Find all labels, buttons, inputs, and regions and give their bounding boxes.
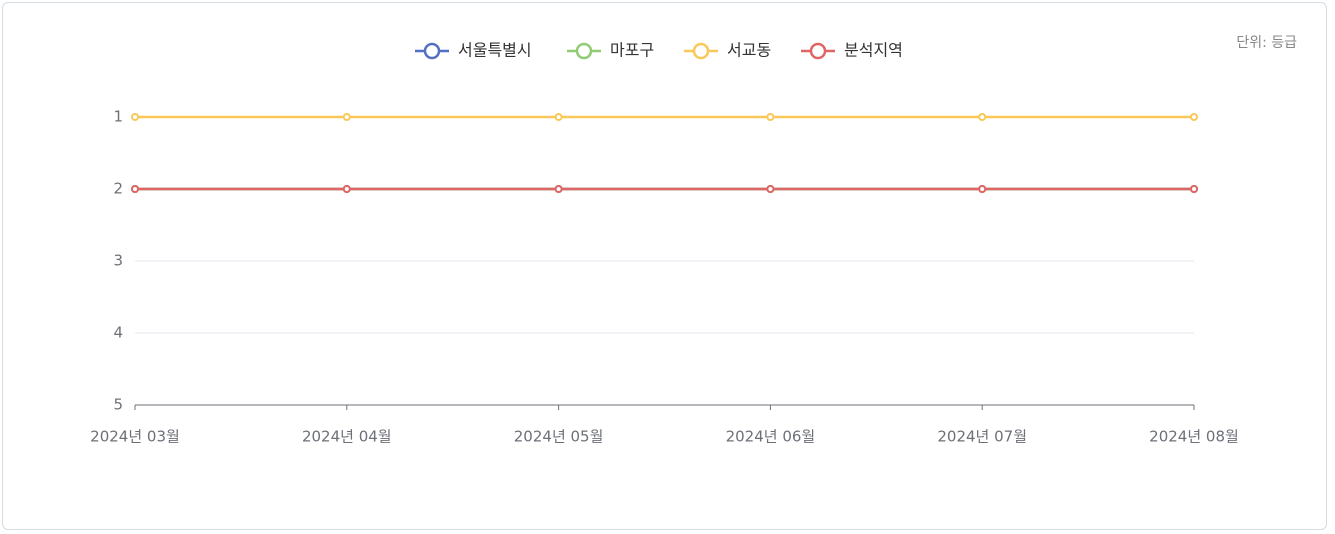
data-point bbox=[131, 185, 139, 193]
legend-marker bbox=[423, 42, 441, 60]
x-tick-label: 2024년 04월 bbox=[302, 428, 392, 446]
data-point bbox=[342, 185, 351, 193]
x-tick-label: 2024년 03월 bbox=[90, 428, 180, 446]
data-point bbox=[766, 113, 775, 121]
legend-label: 서교동 bbox=[727, 41, 771, 60]
y-tick-label: 5 bbox=[113, 396, 123, 414]
data-point bbox=[978, 113, 987, 121]
x-tick-label: 2024년 05월 bbox=[514, 428, 604, 446]
legend-label: 마포구 bbox=[610, 41, 654, 60]
data-point bbox=[1190, 185, 1198, 193]
data-point bbox=[766, 185, 775, 193]
data-point bbox=[978, 185, 987, 193]
legend-label: 서울특별시 bbox=[458, 41, 532, 60]
x-tick-label: 2024년 06월 bbox=[726, 428, 816, 446]
y-tick-label: 1 bbox=[113, 108, 123, 126]
legend-marker bbox=[575, 42, 593, 60]
y-tick-label: 4 bbox=[113, 324, 123, 342]
data-point bbox=[342, 113, 351, 121]
y-tick-label: 3 bbox=[113, 252, 123, 270]
x-tick-label: 2024년 08월 bbox=[1149, 428, 1239, 446]
legend-label: 분석지역 bbox=[844, 41, 903, 60]
data-point bbox=[1190, 113, 1198, 121]
unit-label: 단위: 등급 bbox=[1236, 35, 1297, 51]
y-tick-label: 2 bbox=[113, 180, 123, 198]
data-point bbox=[554, 185, 563, 193]
data-point bbox=[131, 113, 139, 121]
legend-marker bbox=[809, 42, 827, 60]
x-tick-label: 2024년 07월 bbox=[937, 428, 1027, 446]
legend-marker bbox=[692, 42, 710, 60]
data-point bbox=[554, 113, 563, 121]
